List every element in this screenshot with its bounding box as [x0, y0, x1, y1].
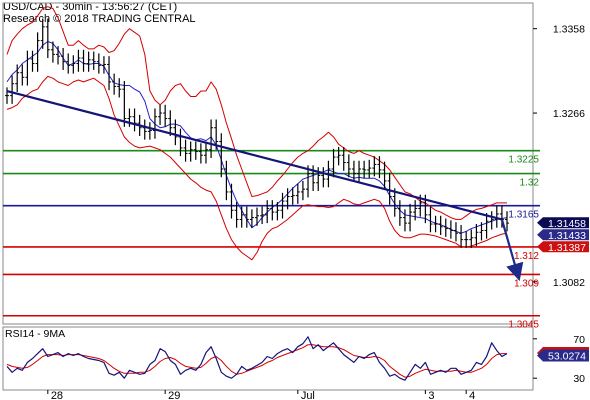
- price-badge: [537, 217, 589, 229]
- moving-average: [6, 41, 508, 234]
- rsi-ma-line: [6, 344, 507, 378]
- rsi-y-tick-label: 30: [573, 373, 585, 385]
- y-tick-label: 1.3082: [553, 277, 585, 289]
- level-label: 1.3045: [508, 320, 539, 331]
- level-label: 1.312: [514, 251, 539, 262]
- chart-credit: Research © 2018 TRADING CENTRAL: [3, 13, 196, 25]
- x-tick-label: 29: [168, 390, 180, 400]
- price-badge-label: 1.31387: [548, 242, 586, 254]
- rsi-line: [6, 336, 508, 381]
- level-label: 1.309: [514, 278, 539, 289]
- projection-arrow: [500, 219, 524, 282]
- level-label: 1.32: [520, 178, 540, 189]
- y-tick-label: 1.3266: [553, 108, 585, 120]
- chart-title: USD/CAD - 30min - 13:56:27 (CET): [3, 1, 178, 13]
- price-badge: [537, 229, 589, 241]
- rsi-badge-label: 53.0274: [548, 351, 586, 363]
- x-tick-label: 3: [428, 390, 434, 400]
- x-tick-label: 28: [51, 390, 63, 400]
- rsi-y-tick-label: 70: [573, 334, 585, 346]
- bollinger-upper: [6, 6, 507, 220]
- trendline: [6, 89, 503, 221]
- x-tick-label: Jul: [301, 390, 315, 400]
- bollinger-lower: [6, 75, 508, 261]
- price-panel-frame: [2, 2, 534, 325]
- rsi-panel-frame: [2, 326, 534, 391]
- price-badge-label: 1.31433: [548, 230, 586, 242]
- price-badge-label: 1.31458: [548, 218, 586, 230]
- level-label: 1.3165: [508, 210, 539, 221]
- rsi-title: RSI14 - 9MA: [5, 328, 65, 340]
- rsi-badge: [537, 349, 589, 362]
- level-label: 1.3225: [508, 155, 539, 166]
- y-tick-label: 1.3358: [553, 24, 585, 36]
- price-badge: [537, 241, 589, 253]
- x-tick-label: 4: [469, 390, 475, 400]
